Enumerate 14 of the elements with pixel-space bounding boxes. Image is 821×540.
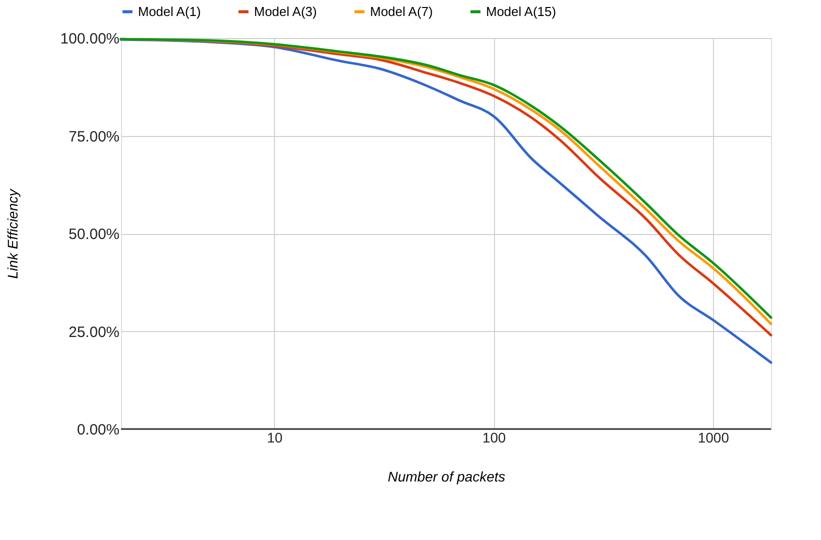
y-tick-label: 0.00% [76,422,120,438]
y-axis-title: Link Efficiency [4,188,20,279]
legend-label: Model A(3) [254,4,317,19]
x-axis-title: Number of packets [388,468,506,484]
legend-label: Model A(1) [138,4,201,19]
x-tick-label: 10 [267,430,283,446]
x-tick-label: 100 [482,430,506,446]
y-tick-label: 25.00% [68,324,120,341]
legend-label: Model A(7) [370,4,433,19]
y-tick-label: 75.00% [68,128,120,146]
x-tick-label: 1000 [698,430,730,446]
y-tick-label: 50.00% [68,226,120,243]
legend-label: Model A(15) [486,4,556,19]
y-tick-label: 100.00% [60,30,120,48]
